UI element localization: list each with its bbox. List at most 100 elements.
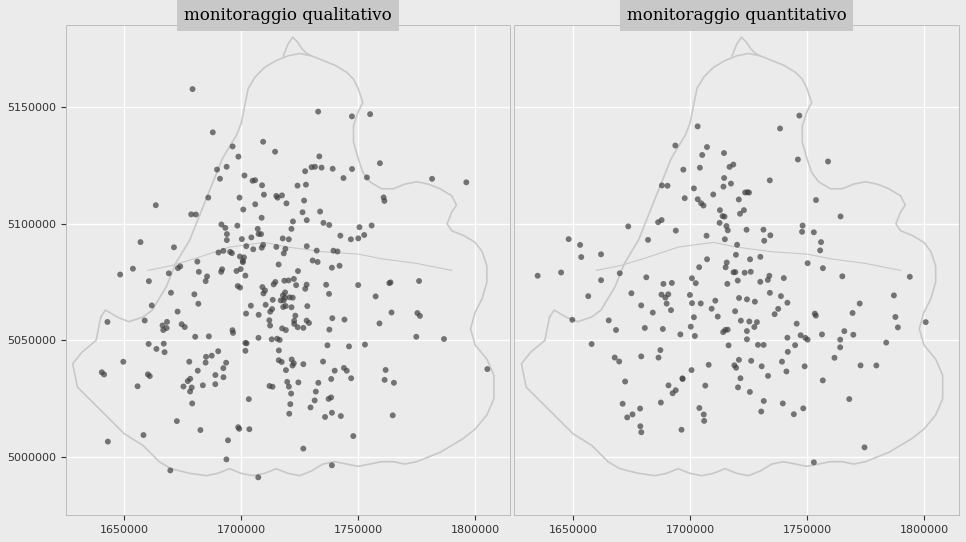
Point (214, 265, 230, 274)
Point (756, 340, 772, 349)
Point (204, 351, 219, 360)
Point (716, 182, 731, 191)
Point (276, 296, 292, 305)
Point (235, 256, 250, 265)
Point (653, 346, 668, 354)
Point (132, 238, 148, 247)
Point (213, 220, 229, 229)
Point (112, 270, 128, 279)
Point (232, 252, 247, 261)
Point (187, 332, 203, 341)
Point (372, 319, 387, 328)
Point (192, 425, 208, 434)
Point (719, 258, 734, 267)
Point (222, 248, 238, 256)
Point (739, 225, 754, 234)
Point (780, 299, 795, 307)
Point (886, 291, 901, 300)
Point (753, 253, 768, 261)
Point (729, 241, 745, 249)
Point (718, 263, 733, 272)
Point (820, 157, 836, 166)
Point (705, 190, 721, 199)
Point (698, 231, 714, 240)
Point (225, 142, 241, 151)
Point (278, 366, 294, 375)
Point (198, 352, 213, 361)
Point (218, 455, 234, 464)
Point (668, 141, 683, 150)
Point (640, 236, 656, 244)
Point (290, 323, 305, 332)
Point (275, 234, 291, 243)
Point (224, 249, 240, 257)
Point (309, 246, 325, 255)
Point (288, 311, 303, 320)
Point (264, 335, 279, 344)
Point (325, 314, 340, 322)
Point (159, 318, 175, 326)
Point (619, 413, 635, 422)
Point (756, 397, 772, 405)
Point (126, 264, 141, 273)
Point (219, 163, 235, 171)
Point (687, 332, 702, 340)
Title: monitoraggio qualitativo: monitoraggio qualitativo (185, 7, 392, 24)
Point (762, 288, 778, 297)
Point (751, 340, 766, 349)
Point (382, 279, 397, 287)
Point (329, 247, 345, 256)
Point (170, 307, 185, 316)
Point (731, 195, 747, 204)
Point (377, 197, 392, 205)
Point (790, 155, 806, 164)
Point (760, 371, 776, 380)
Point (779, 367, 794, 376)
Point (277, 244, 293, 253)
Point (737, 268, 753, 277)
Point (312, 152, 327, 161)
Point (242, 395, 257, 403)
Point (775, 399, 790, 408)
Point (742, 388, 757, 396)
Point (715, 212, 730, 221)
Point (686, 313, 701, 321)
Point (654, 216, 669, 224)
Point (188, 210, 204, 219)
Point (230, 221, 245, 230)
Point (299, 216, 315, 224)
Point (258, 300, 273, 309)
Point (668, 226, 684, 235)
Point (720, 280, 735, 288)
Point (256, 289, 271, 298)
Point (283, 389, 298, 398)
Point (332, 231, 348, 240)
Point (277, 293, 293, 302)
Point (298, 317, 314, 325)
Point (284, 355, 299, 364)
Point (767, 310, 782, 319)
Point (336, 174, 352, 183)
Point (696, 410, 712, 419)
Point (169, 417, 185, 425)
Point (753, 278, 768, 286)
Point (424, 175, 440, 183)
Point (686, 184, 701, 193)
Point (634, 352, 649, 361)
Point (271, 356, 287, 365)
Point (721, 341, 736, 350)
Point (725, 160, 741, 169)
Point (665, 389, 680, 398)
Point (725, 268, 741, 276)
Point (233, 264, 248, 273)
Point (693, 299, 708, 308)
Point (719, 222, 734, 230)
Point (661, 381, 676, 390)
Point (189, 257, 205, 266)
Point (100, 437, 116, 446)
Point (835, 272, 850, 281)
Point (234, 235, 249, 243)
Point (656, 280, 671, 288)
Point (775, 357, 790, 366)
Point (787, 341, 803, 350)
